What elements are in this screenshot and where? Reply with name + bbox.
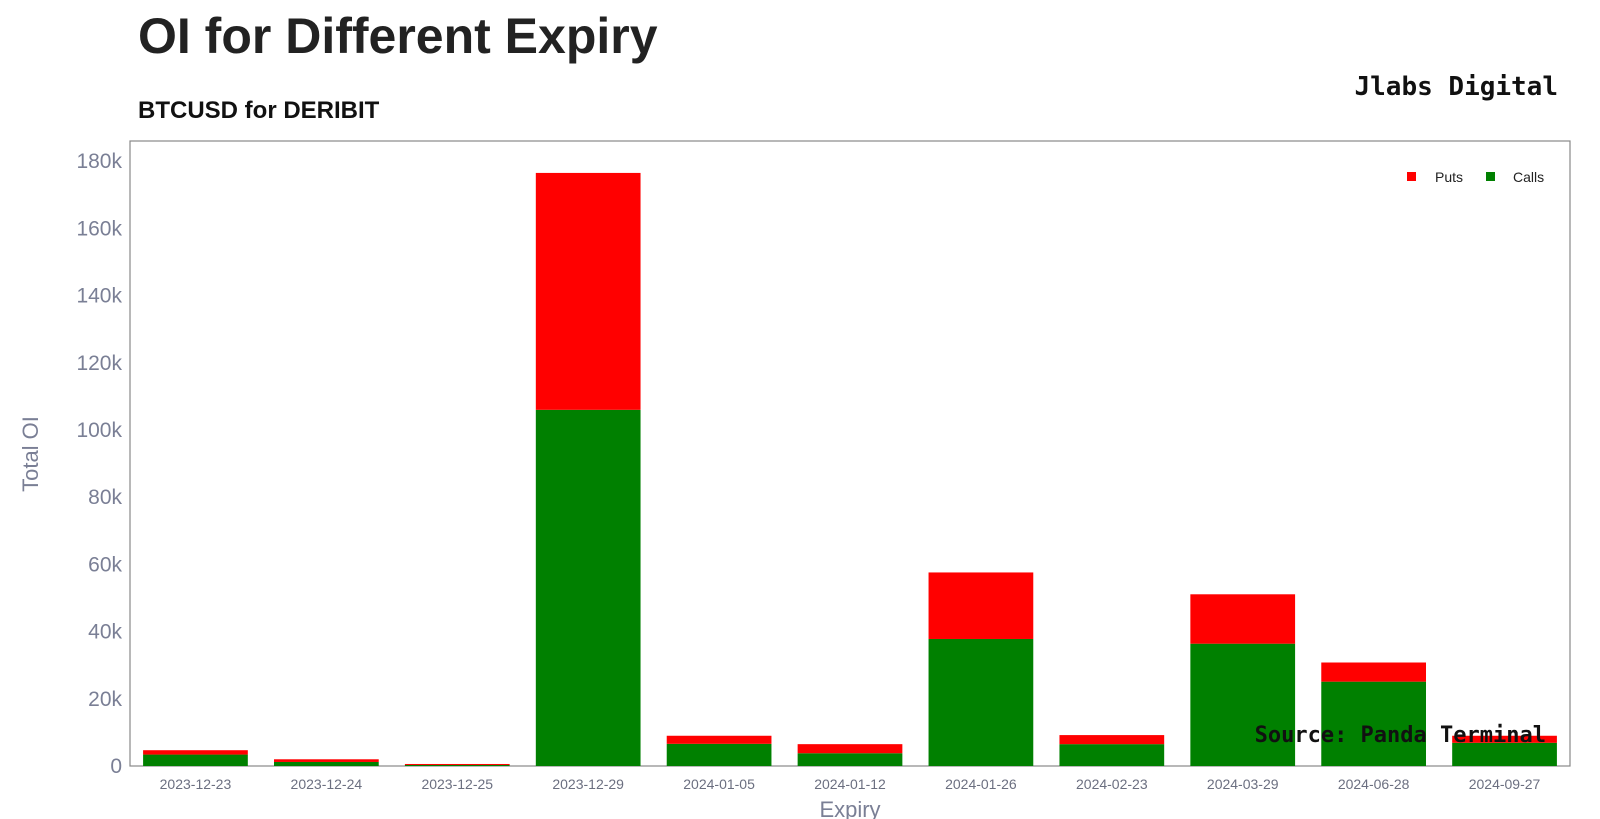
plot-frame [129, 140, 1571, 767]
x-tick-label: 2024-09-27 [1469, 776, 1541, 792]
x-tick-label: 2024-01-05 [683, 776, 755, 792]
bar-puts [1321, 662, 1426, 682]
bar-calls [274, 761, 379, 766]
legend-swatch-calls [1486, 172, 1495, 181]
bar-calls [797, 753, 903, 766]
bar-puts [274, 759, 379, 762]
x-tick-label: 2024-03-29 [1207, 776, 1279, 792]
y-axis-title: Total OI [18, 416, 43, 492]
x-tick-label: 2023-12-23 [160, 776, 232, 792]
y-tick-label: 20k [88, 688, 122, 711]
source-label: Source: Panda Terminal [1254, 723, 1546, 748]
legend-label-calls: Calls [1513, 169, 1544, 185]
y-tick-label: 100k [76, 419, 122, 442]
x-tick-label: 2024-01-26 [945, 776, 1017, 792]
bar-puts [535, 172, 641, 410]
bar-puts [1452, 735, 1557, 743]
x-axis: 2023-12-23 2023-12-24 2023-12-25 2023-12-29… [160, 776, 1541, 792]
bar-calls [1059, 744, 1165, 766]
bar-calls [404, 764, 510, 766]
x-tick-label: 2023-12-29 [552, 776, 624, 792]
y-tick-label: 160k [76, 217, 122, 240]
bar-calls [928, 638, 1034, 766]
y-tick-label: 40k [88, 621, 122, 644]
bar-puts [797, 744, 903, 754]
y-tick-label: 120k [76, 352, 122, 375]
y-tick-label: 140k [76, 285, 122, 308]
brand-label: Jlabs Digital [1354, 72, 1559, 102]
bar-calls [1452, 742, 1557, 766]
bar-calls [535, 409, 641, 766]
bar-calls [666, 743, 772, 766]
chart-subtitle: BTCUSD for DERIBIT [138, 97, 380, 124]
bar-puts [666, 735, 772, 744]
bar-calls [1321, 681, 1426, 766]
legend-label-puts: Puts [1435, 169, 1463, 185]
legend-swatch-puts [1407, 172, 1416, 181]
bars-group [143, 172, 1557, 766]
x-tick-label: 2024-06-28 [1338, 776, 1410, 792]
bar-calls [143, 754, 248, 766]
x-tick-label: 2024-01-12 [814, 776, 886, 792]
bar-calls [1190, 643, 1296, 766]
bar-puts [928, 572, 1034, 639]
y-axis: 0 20k 40k 60k 80k 100k 120k 140k 160k 180k [76, 150, 122, 778]
y-tick-label: 80k [88, 486, 122, 509]
y-tick-label: 180k [76, 150, 122, 173]
bar-puts [1190, 594, 1296, 644]
x-axis-title: Expiry [819, 797, 880, 819]
bar-puts [1059, 735, 1165, 745]
x-tick-label: 2023-12-24 [291, 776, 363, 792]
bar-puts [404, 763, 510, 765]
chart-title: OI for Different Expiry [138, 8, 658, 64]
legend: Puts Calls [1407, 169, 1544, 185]
y-tick-label: 0 [110, 755, 122, 778]
x-tick-label: 2023-12-25 [421, 776, 493, 792]
y-tick-label: 60k [88, 553, 122, 576]
bar-puts [143, 750, 248, 755]
x-tick-label: 2024-02-23 [1076, 776, 1148, 792]
